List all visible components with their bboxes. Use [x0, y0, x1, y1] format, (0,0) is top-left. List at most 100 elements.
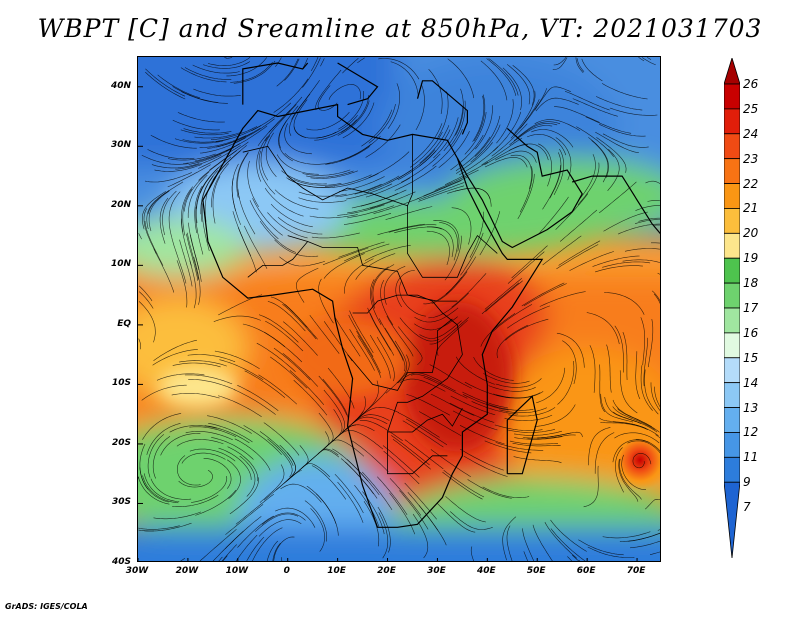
streamline	[519, 166, 533, 213]
streamline	[402, 420, 444, 448]
streamline	[259, 220, 297, 253]
streamline	[450, 511, 493, 530]
streamline	[632, 453, 652, 469]
streamline	[418, 182, 465, 200]
streamline	[534, 404, 576, 427]
coastline	[337, 62, 379, 106]
streamline	[511, 245, 548, 279]
streamline	[150, 478, 192, 500]
streamline	[514, 436, 563, 440]
colorbar-label: 14	[743, 375, 759, 390]
streamline	[333, 315, 361, 357]
streamline	[184, 374, 233, 385]
streamline	[209, 141, 249, 171]
streamline	[234, 389, 276, 415]
streamline	[371, 266, 389, 309]
streamline	[619, 458, 642, 500]
colorbar-swatch	[724, 382, 740, 408]
streamline	[462, 391, 508, 409]
streamline	[348, 314, 374, 357]
streamline	[506, 305, 550, 329]
streamline	[471, 401, 519, 415]
streamline	[154, 164, 202, 172]
streamline	[349, 310, 374, 353]
streamline	[514, 90, 536, 134]
streamline	[160, 433, 201, 456]
streamline	[460, 448, 504, 471]
streamline	[464, 111, 487, 155]
streamline	[473, 94, 486, 141]
streamline	[237, 152, 249, 199]
streamline	[596, 137, 627, 173]
streamline	[281, 557, 283, 561]
streamline	[181, 452, 226, 464]
streamline	[274, 239, 319, 257]
streamline	[432, 128, 463, 167]
country-border	[387, 408, 463, 433]
colorbar-swatch	[724, 208, 740, 234]
streamline	[156, 373, 205, 381]
streamline	[628, 532, 660, 542]
streamline	[323, 253, 365, 279]
streamline	[328, 84, 361, 100]
streamline	[401, 153, 441, 183]
streamline	[244, 225, 268, 269]
streamline	[418, 411, 462, 436]
streamline	[147, 434, 164, 478]
colorbar-swatch	[724, 232, 740, 259]
streamline	[340, 95, 369, 133]
streamline	[263, 331, 303, 363]
streamline	[263, 422, 300, 456]
streamline	[595, 96, 643, 111]
streamline	[365, 124, 401, 158]
colorbar-label: 15	[743, 350, 759, 365]
streamline	[284, 123, 312, 155]
streamline	[302, 57, 321, 88]
lat-label: 10S	[111, 378, 131, 389]
streamline	[647, 200, 660, 202]
streamline	[298, 197, 347, 203]
streamline	[280, 483, 322, 503]
streamline	[234, 438, 271, 471]
colorbar-label: 7	[743, 500, 751, 515]
streamline	[377, 506, 391, 553]
streamline	[507, 428, 556, 433]
streamline	[600, 422, 648, 430]
colorbar-swatch	[724, 158, 740, 184]
streamline	[180, 557, 186, 561]
streamline	[526, 134, 567, 156]
streamline	[251, 102, 292, 131]
streamline	[523, 551, 529, 561]
colorbar-label: 20	[743, 226, 759, 241]
streamline	[310, 57, 319, 72]
streamline	[225, 504, 264, 535]
streamline	[651, 242, 660, 244]
streamline	[583, 465, 599, 508]
streamline	[145, 71, 186, 100]
streamline	[410, 374, 456, 392]
streamline	[642, 57, 656, 66]
streamline	[496, 324, 529, 359]
streamline	[428, 68, 443, 115]
streamline	[414, 316, 458, 331]
streamline	[654, 386, 660, 408]
streamline	[320, 58, 325, 67]
streamline	[212, 176, 221, 224]
streamline	[184, 171, 210, 212]
streamline	[436, 319, 468, 356]
streamline	[146, 423, 181, 455]
streamline	[522, 528, 535, 561]
streamline	[270, 203, 313, 228]
streamline	[182, 188, 193, 236]
streamline	[509, 440, 559, 445]
streamline	[485, 403, 534, 411]
streamline	[311, 465, 347, 500]
streamline	[152, 349, 198, 366]
streamline	[176, 260, 188, 308]
streamline	[351, 440, 389, 473]
streamline	[554, 106, 600, 123]
streamline	[439, 222, 458, 261]
streamline	[322, 247, 369, 266]
streamline	[423, 377, 468, 399]
streamline	[189, 426, 237, 438]
